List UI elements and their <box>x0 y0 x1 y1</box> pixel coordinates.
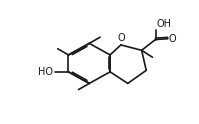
Text: HO: HO <box>38 67 53 77</box>
Text: O: O <box>117 33 125 43</box>
Text: O: O <box>169 34 176 44</box>
Text: OH: OH <box>156 19 171 29</box>
